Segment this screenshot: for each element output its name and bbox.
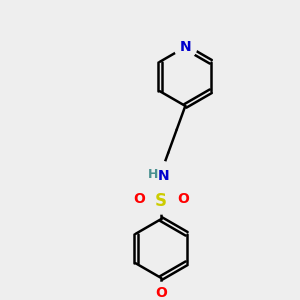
Text: O: O (177, 191, 189, 206)
Text: N: N (158, 169, 170, 183)
Text: O: O (133, 191, 145, 206)
Text: H: H (148, 169, 158, 182)
Text: S: S (155, 192, 167, 210)
Text: O: O (155, 286, 167, 300)
Text: N: N (179, 40, 191, 54)
